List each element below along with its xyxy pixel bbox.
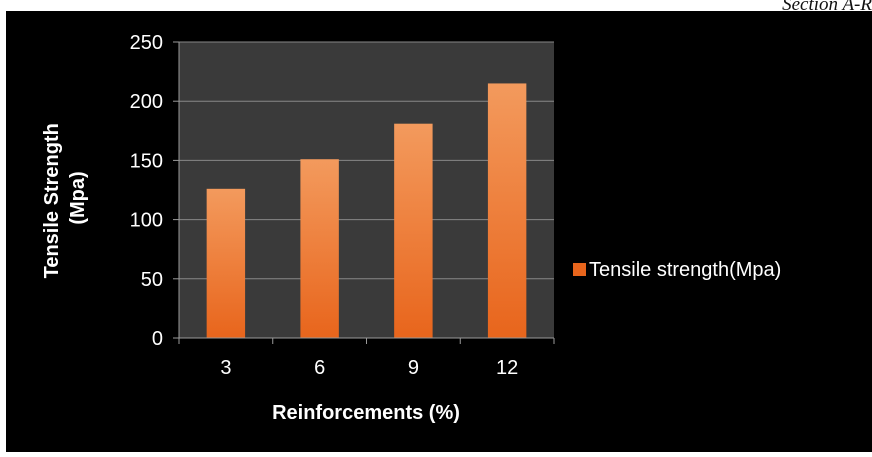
y-tick-label-0: 0: [152, 328, 163, 350]
y-axis-title: Tensile Strength (Mpa): [41, 118, 89, 279]
y-tick-labels: 0 50 100 150 200 250: [130, 32, 163, 350]
x-axis-title: Reinforcements (%): [272, 402, 460, 424]
x-tick-label-9: 9: [408, 357, 419, 379]
bar-6: [300, 159, 339, 338]
y-tick-label-100: 100: [130, 210, 163, 232]
legend-label: Tensile strength(Mpa): [589, 259, 781, 281]
y-tick-label-200: 200: [130, 91, 163, 113]
bars: [206, 83, 527, 338]
y-axis-title-line-2: (Mpa): [67, 171, 89, 224]
bar-9: [394, 123, 433, 338]
x-tick-label-3: 3: [220, 357, 231, 379]
tensile-strength-bar-chart: 0 50 100 150 200 250 3 6 9 12 Reinforcements (%)…: [41, 32, 781, 424]
chart-container: 0 50 100 150 200 250 3 6 9 12 Reinforcements (%)…: [6, 11, 872, 452]
x-tick-label-12: 12: [496, 357, 518, 379]
x-tick-labels: 3 6 9 12: [220, 357, 518, 379]
legend-swatch: [573, 263, 586, 276]
bar-12: [487, 83, 527, 338]
axes: [173, 41, 555, 344]
y-axis-title-line-1: Tensile Strength: [41, 123, 63, 278]
y-tick-label-150: 150: [130, 150, 163, 172]
y-tick-label-250: 250: [130, 32, 163, 54]
bar-3: [206, 188, 246, 338]
x-tick-label-6: 6: [314, 357, 325, 379]
y-tick-label-50: 50: [141, 269, 163, 291]
legend: Tensile strength(Mpa): [573, 259, 781, 281]
